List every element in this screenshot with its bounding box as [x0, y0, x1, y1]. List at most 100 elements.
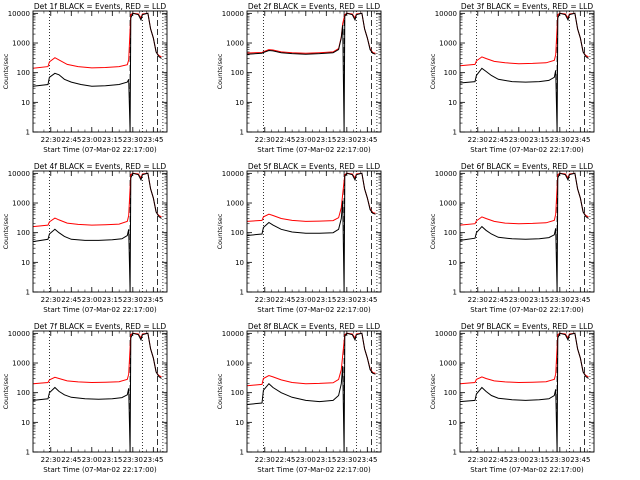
x-tick-label: 23:45 [143, 456, 163, 464]
x-tick-label: 23:45 [570, 136, 590, 144]
y-axis-label: Counts/sec [216, 373, 224, 409]
y-tick-label: 10000 [435, 330, 457, 338]
y-tick-label: 1 [240, 289, 244, 297]
y-tick-label: 100 [231, 389, 244, 397]
x-tick-label: 23:45 [357, 296, 377, 304]
y-tick-label: 1 [453, 289, 457, 297]
events-series-line [459, 332, 589, 453]
x-tick-label: 23:00 [82, 456, 102, 464]
x-tick-label: 23:15 [102, 296, 122, 304]
x-tick-label: 23:15 [316, 136, 336, 144]
x-axis-label: Start Time (07-Mar-02 22:17:00) [470, 146, 584, 154]
lld-series-line [32, 172, 162, 228]
x-axis-label: Start Time (07-Mar-02 22:17:00) [43, 146, 157, 154]
plot-frame [32, 10, 168, 133]
lld-series-line [32, 12, 162, 69]
chart-panel-9: Det 9f BLACK = Events, RED = LLD Counts/s… [429, 322, 595, 474]
chart-panel-5: Det 5f BLACK = Events, RED = LLD Counts/s… [216, 162, 382, 314]
x-tick-label: 22:45 [488, 296, 508, 304]
plot-frame [32, 330, 168, 453]
chart-panel-8: Det 8f BLACK = Events, RED = LLD Counts/s… [216, 322, 382, 474]
y-tick-label: 10 [21, 99, 30, 107]
x-tick-label: 22:45 [275, 136, 295, 144]
y-tick-label: 10 [235, 259, 244, 267]
x-tick-label: 23:15 [102, 456, 122, 464]
y-tick-label: 10 [235, 99, 244, 107]
y-tick-label: 10000 [8, 330, 30, 338]
plot-frame [246, 10, 382, 133]
x-tick-label: 22:30 [468, 136, 488, 144]
y-axis-label: Counts/sec [2, 213, 10, 249]
y-tick-label: 1000 [439, 40, 457, 48]
x-tick-label: 22:45 [488, 456, 508, 464]
x-axis-label: Start Time (07-Mar-02 22:17:00) [257, 466, 371, 474]
x-tick-label: 23:30 [337, 456, 357, 464]
x-tick-label: 23:30 [123, 296, 143, 304]
x-tick-label: 23:15 [102, 136, 122, 144]
x-tick-label: 23:45 [357, 456, 377, 464]
y-tick-label: 100 [17, 389, 30, 397]
x-tick-label: 22:45 [61, 136, 81, 144]
lld-series-line [246, 332, 376, 387]
y-tick-label: 1000 [226, 40, 244, 48]
y-tick-label: 100 [17, 69, 30, 77]
x-tick-label: 23:45 [357, 136, 377, 144]
x-tick-label: 22:45 [275, 296, 295, 304]
lld-series-line [459, 172, 589, 226]
y-tick-label: 100 [231, 69, 244, 77]
chart-title: Det 8f BLACK = Events, RED = LLD [248, 322, 381, 331]
y-tick-label: 10000 [435, 10, 457, 18]
x-tick-label: 23:00 [296, 456, 316, 464]
y-axis-label: Counts/sec [2, 373, 10, 409]
x-axis-label: Start Time (07-Mar-02 22:17:00) [257, 306, 371, 314]
x-tick-label: 23:30 [337, 136, 357, 144]
plot-frame [459, 10, 595, 133]
x-tick-label: 22:30 [255, 296, 275, 304]
chart-panel-3: Det 3f BLACK = Events, RED = LLD Counts/s… [429, 2, 595, 154]
y-tick-label: 1 [26, 289, 30, 297]
x-tick-label: 23:15 [316, 296, 336, 304]
x-tick-label: 22:45 [61, 296, 81, 304]
y-tick-label: 1000 [226, 360, 244, 368]
y-tick-label: 10000 [435, 170, 457, 178]
x-tick-label: 22:30 [41, 456, 61, 464]
y-tick-label: 100 [444, 69, 457, 77]
x-tick-label: 23:15 [529, 136, 549, 144]
plot-frame [459, 330, 595, 453]
y-tick-label: 100 [444, 389, 457, 397]
x-tick-label: 23:00 [296, 136, 316, 144]
x-tick-label: 22:30 [41, 296, 61, 304]
events-series-line [459, 172, 589, 293]
chart-title: Det 2f BLACK = Events, RED = LLD [248, 2, 381, 11]
chart-panel-4: Det 4f BLACK = Events, RED = LLD Counts/s… [2, 162, 168, 314]
x-tick-label: 23:00 [509, 456, 529, 464]
x-tick-label: 22:45 [61, 456, 81, 464]
y-tick-label: 10000 [222, 330, 244, 338]
chart-panel-6: Det 6f BLACK = Events, RED = LLD Counts/s… [429, 162, 595, 314]
x-tick-label: 22:30 [255, 136, 275, 144]
x-tick-label: 23:45 [570, 296, 590, 304]
x-tick-label: 22:30 [255, 456, 275, 464]
chart-title: Det 5f BLACK = Events, RED = LLD [248, 162, 381, 171]
y-axis-label: Counts/sec [429, 53, 437, 89]
y-tick-label: 10 [448, 419, 457, 427]
events-series-line [32, 12, 162, 133]
y-tick-label: 1 [26, 129, 30, 137]
y-tick-label: 100 [17, 229, 30, 237]
y-axis-label: Counts/sec [429, 373, 437, 409]
y-tick-label: 1 [26, 449, 30, 457]
y-tick-label: 100 [444, 229, 457, 237]
chart-title: Det 9f BLACK = Events, RED = LLD [461, 322, 594, 331]
y-tick-label: 10 [448, 99, 457, 107]
y-tick-label: 10 [235, 419, 244, 427]
x-tick-label: 23:00 [82, 296, 102, 304]
chart-panel-2: Det 2f BLACK = Events, RED = LLD Counts/s… [216, 2, 382, 154]
x-axis-label: Start Time (07-Mar-02 22:17:00) [43, 306, 157, 314]
x-tick-label: 23:00 [82, 136, 102, 144]
chart-title: Det 4f BLACK = Events, RED = LLD [34, 162, 167, 171]
x-tick-label: 23:45 [143, 296, 163, 304]
x-tick-label: 23:30 [123, 456, 143, 464]
x-tick-label: 23:15 [529, 296, 549, 304]
x-tick-label: 22:45 [275, 456, 295, 464]
y-axis-label: Counts/sec [216, 213, 224, 249]
